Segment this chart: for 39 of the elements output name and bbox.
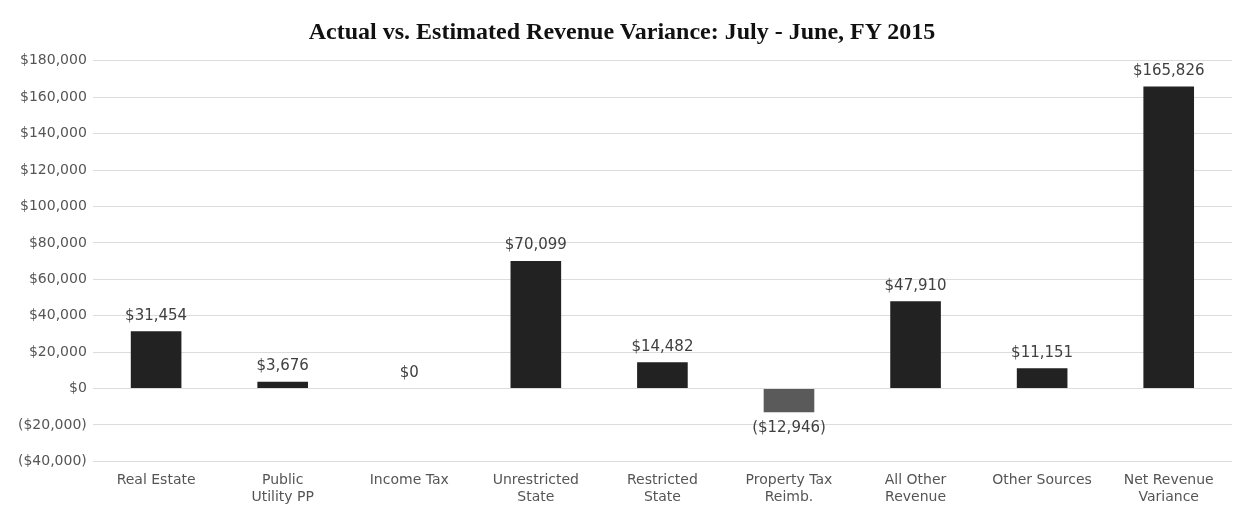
y-tick-label: $80,000 bbox=[28, 233, 87, 250]
data-label: $0 bbox=[399, 362, 419, 381]
data-label: $165,826 bbox=[1132, 61, 1205, 79]
y-tick-label: $180,000 bbox=[20, 51, 87, 68]
y-tick-label: ($40,000) bbox=[17, 452, 87, 469]
data-label: ($12,946) bbox=[752, 417, 826, 436]
y-tick-label: $20,000 bbox=[28, 342, 87, 359]
y-tick-label: ($20,000) bbox=[17, 415, 87, 432]
bar bbox=[763, 389, 815, 413]
bar bbox=[1016, 368, 1068, 389]
bar bbox=[637, 362, 688, 389]
data-label: $70,099 bbox=[504, 235, 567, 254]
data-label: $11,151 bbox=[1011, 342, 1074, 361]
x-tick-label: Other Sources bbox=[992, 471, 1092, 488]
x-tick-label: Property Tax Reimb. bbox=[745, 471, 833, 505]
bar bbox=[510, 260, 562, 389]
bar bbox=[890, 301, 941, 389]
chart-title: Actual vs. Estimated Revenue Variance: July - June, FY 2015 bbox=[308, 17, 936, 44]
y-tick-label: $160,000 bbox=[20, 87, 87, 104]
data-label: $3,676 bbox=[256, 356, 309, 375]
x-tick-label: Restricted State bbox=[626, 471, 698, 505]
y-tick-label: $120,000 bbox=[20, 160, 87, 177]
data-label: $14,482 bbox=[631, 336, 694, 355]
x-tick-label: Real Estate bbox=[116, 471, 196, 488]
x-tick-label: Net Revenue Variance bbox=[1123, 471, 1214, 505]
bar bbox=[130, 331, 182, 389]
x-tick-label: Unrestricted State bbox=[492, 471, 579, 505]
y-tick-label: $60,000 bbox=[28, 269, 87, 286]
data-label: $47,910 bbox=[884, 275, 947, 294]
x-tick-label: Public Utility PP bbox=[251, 471, 314, 505]
data-label: $31,454 bbox=[125, 305, 188, 324]
x-tick-label: Income Tax bbox=[369, 471, 449, 488]
y-tick-label: $0 bbox=[68, 379, 87, 396]
y-tick-label: $100,000 bbox=[20, 197, 87, 214]
y-tick-label: $40,000 bbox=[28, 306, 87, 323]
y-tick-label: $140,000 bbox=[20, 124, 87, 141]
bar bbox=[257, 381, 308, 389]
bar bbox=[1143, 86, 1195, 389]
x-tick-label: All Other Revenue bbox=[884, 471, 947, 505]
